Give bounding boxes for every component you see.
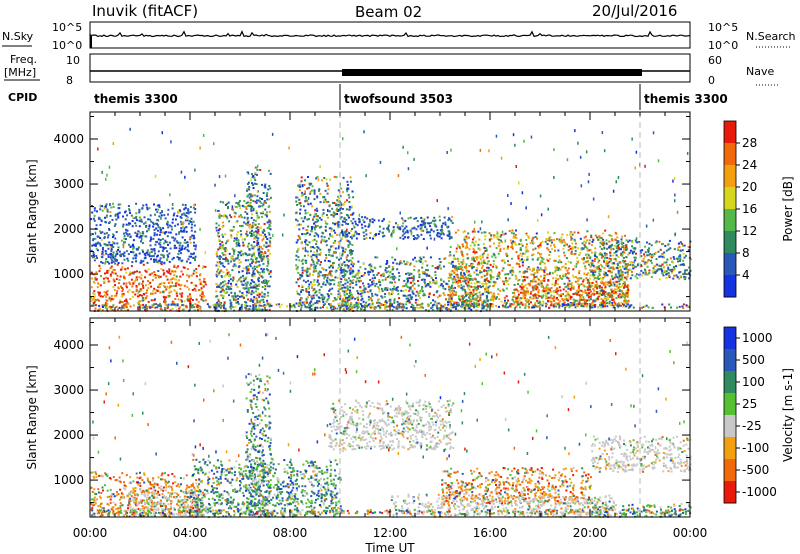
colorbar-tick-label: 1000 [742, 331, 773, 345]
colorbar-label: Power [dB] [781, 176, 795, 241]
power-scatter [90, 127, 692, 313]
colorbar-label: Velocity [m s-1] [781, 368, 795, 462]
y-tick-label: 3000 [53, 177, 84, 191]
nave-tick-bottom: 0 [708, 74, 715, 87]
date-title: 20/Jul/2016 [592, 2, 677, 20]
freq-strip [89, 53, 691, 83]
nave-band [342, 69, 642, 76]
colorbar-tick-label: 12 [742, 224, 757, 238]
colorbar-tick-label: 24 [742, 158, 757, 172]
nave-tick-top: 60 [708, 54, 722, 67]
nsky-tick-top: 10^5 [52, 21, 82, 34]
velocity-colorbar: 1000 500 100 25 -25 -100 -500 -1000 Velocity [m … [723, 326, 795, 504]
y-tick-label: 2000 [53, 428, 84, 442]
nsearch-label: N.Search [746, 30, 796, 43]
x-tick-label: 00:00 [673, 526, 708, 540]
x-tick-label: 08:00 [273, 526, 308, 540]
colorbar-tick-label: 28 [742, 136, 757, 150]
cpid-segment-label: themis 3300 [94, 92, 178, 106]
colorbar-tick-label: 500 [742, 353, 765, 367]
velocity-axes: 1000 2000 3000 4000 Slant Range [km] [25, 322, 690, 504]
colorbar-tick-label: -500 [742, 463, 769, 477]
nsky-trace [89, 30, 691, 48]
freq-tick-bottom: 8 [66, 74, 73, 87]
y-tick-label: 1000 [53, 473, 84, 487]
station-title: Inuvik (fitACF) [92, 2, 198, 20]
mhz-label: [MHz] [4, 66, 36, 79]
y-tick-label: 4000 [53, 132, 84, 146]
x-tick-label: 12:00 [373, 526, 408, 540]
velocity-scatter [90, 333, 692, 519]
x-tick-label: 00:00 [73, 526, 108, 540]
power-axes: 1000 2000 3000 4000 Slant Range [km] [25, 116, 690, 298]
y-tick-label: 1000 [53, 267, 84, 281]
x-tick-label: 04:00 [173, 526, 208, 540]
y-tick-label: 2000 [53, 222, 84, 236]
cpid-row: themis 3300 twofsound 3503 themis 3300 [94, 84, 728, 110]
colorbar-tick-label: 8 [742, 246, 750, 260]
nsky-strip [89, 21, 691, 49]
freq-label: Freq. [10, 53, 37, 66]
y-tick-label: 4000 [53, 338, 84, 352]
nsky-label: N.Sky [2, 30, 34, 43]
x-tick-label: 16:00 [473, 526, 508, 540]
nsky-tick-bottom: 10^0 [52, 39, 82, 52]
colorbar-tick-label: 16 [742, 202, 757, 216]
velocity-panel: 1000 2000 3000 4000 Slant Range [km] [25, 317, 692, 519]
colorbar-tick-label: 20 [742, 180, 757, 194]
nsearch-tick-bottom: 10^0 [708, 39, 738, 52]
y-axis-label: Slant Range [km] [25, 159, 39, 263]
mode-change-lines [339, 112, 641, 517]
colorbar-tick-label: -100 [742, 441, 769, 455]
power-panel: 1000 2000 3000 4000 Slant Range [km] [25, 111, 692, 313]
colorbar-tick-label: -25 [742, 419, 762, 433]
colorbar-tick-label: 25 [742, 397, 757, 411]
colorbar-tick-label: 4 [742, 268, 750, 282]
nave-label: Nave [746, 65, 774, 78]
power-colorbar: 4 8 12 16 20 24 28 Power [dB] [723, 120, 795, 298]
cpid-label: CPID [8, 91, 37, 104]
beam-title: Beam 02 [355, 3, 422, 21]
x-axis-label: Time UT [364, 541, 415, 554]
cpid-segment-label: themis 3300 [644, 92, 728, 106]
y-axis-label: Slant Range [km] [25, 365, 39, 469]
colorbar-tick-label: -1000 [742, 485, 777, 499]
y-tick-label: 3000 [53, 383, 84, 397]
colorbar-tick-label: 100 [742, 375, 765, 389]
nsearch-tick-top: 10^5 [708, 21, 738, 34]
x-axis-ticks: 00:00 04:00 08:00 12:00 16:00 20:00 00:00 [73, 112, 708, 540]
freq-tick-top: 10 [66, 54, 80, 67]
x-tick-label: 20:00 [573, 526, 608, 540]
cpid-segment-label: twofsound 3503 [344, 92, 453, 106]
